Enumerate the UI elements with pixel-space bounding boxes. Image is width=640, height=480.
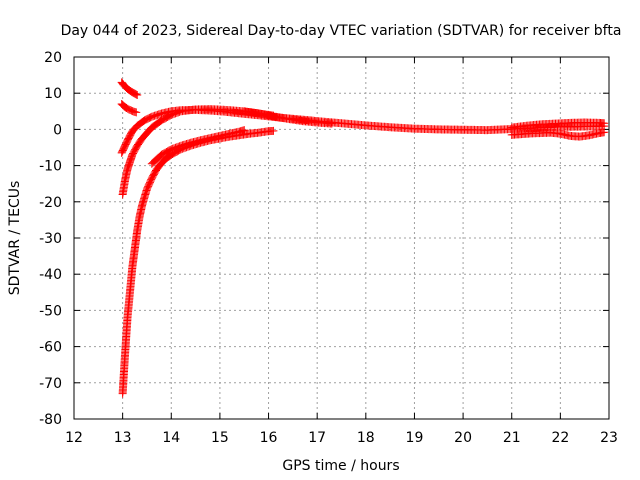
y-tick-label: -30 [39,231,62,247]
y-axis-ticks: 20 10 0 -10 -20 -30 -40 -50 -60 -70 -80 [39,50,609,428]
y-tick-label: -50 [39,303,62,319]
x-tick-label: 20 [454,430,472,446]
data-point [131,89,140,98]
data-point [600,119,609,128]
y-axis-label: SDTVAR / TECUs [7,181,23,296]
y-tick-label: 0 [53,122,62,138]
y-tick-label: 10 [44,86,62,102]
x-tick-label: 14 [162,430,180,446]
data-points [117,78,609,398]
x-tick-label: 19 [406,430,424,446]
y-tick-label: -20 [39,195,62,211]
x-tick-label: 12 [65,430,83,446]
series-arc-f [147,126,249,168]
x-tick-label: 13 [114,430,132,446]
x-tick-label: 17 [308,430,326,446]
y-tick-label: -70 [39,376,62,392]
data-point [240,126,249,135]
grid-lines [74,57,609,419]
data-point [132,90,141,99]
series-arc-i [240,107,336,128]
x-tick-label: 22 [551,430,569,446]
y-tick-label: -60 [39,340,62,356]
x-tick-label: 23 [600,430,618,446]
data-point [600,128,609,137]
y-tick-label: 20 [44,50,62,66]
data-point [327,119,336,128]
x-tick-label: 21 [503,430,521,446]
series-arc-g [507,128,609,141]
chart-title: Day 044 of 2023, Sidereal Day-to-day VTE… [61,23,622,39]
x-tick-label: 16 [260,430,278,446]
x-tick-label: 18 [357,430,375,446]
data-point [269,126,278,135]
data-point [138,117,147,126]
data-point [121,103,130,112]
y-tick-label: -10 [39,159,62,175]
x-axis-ticks: 12 13 14 15 16 17 18 19 20 21 22 23 [65,57,618,446]
data-point [133,91,142,100]
series-arc-h [507,118,609,132]
y-tick-label: -80 [39,412,62,428]
series-arc-e [118,126,278,398]
data-point [132,108,141,117]
x-axis-label: GPS time / hours [282,458,399,474]
series-arc-b [117,100,141,117]
y-tick-label: -40 [39,267,62,283]
series-arc-a [117,78,142,100]
x-tick-label: 15 [211,430,229,446]
